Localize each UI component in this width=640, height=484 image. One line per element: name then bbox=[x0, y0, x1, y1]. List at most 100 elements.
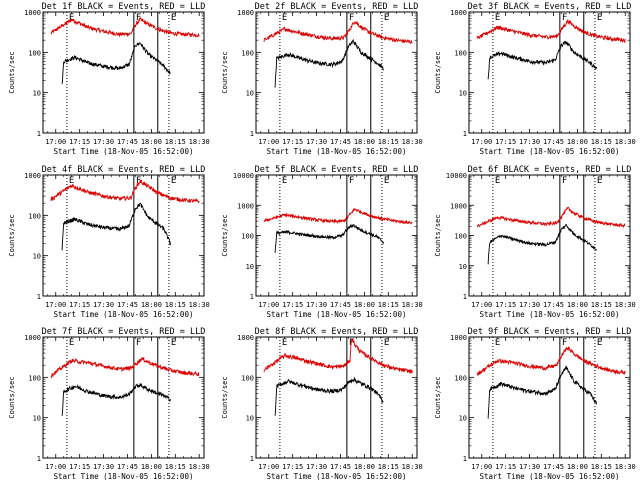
x-tick-label: 17:00 bbox=[258, 301, 279, 309]
x-tick-label: 17:45 bbox=[117, 138, 138, 146]
x-tick-label: 18:30 bbox=[402, 301, 423, 309]
x-tick-label: 18:30 bbox=[189, 301, 210, 309]
y-axis-label: Counts/sec bbox=[434, 214, 442, 256]
time-marker-label: E bbox=[282, 13, 287, 23]
x-tick-label: 18:30 bbox=[402, 138, 423, 146]
y-tick-label: 10 bbox=[459, 263, 467, 271]
time-marker-label: F bbox=[349, 13, 354, 23]
y-tick-label: 10 bbox=[33, 415, 41, 423]
y-tick-label: 1000 bbox=[450, 202, 467, 210]
x-tick-label: 18:30 bbox=[615, 301, 636, 309]
plot-frame bbox=[255, 174, 418, 297]
time-marker-label: E bbox=[384, 338, 389, 348]
x-tick-label: 17:45 bbox=[543, 138, 564, 146]
panel-title: Det 4f BLACK = Events, RED = LLD bbox=[42, 165, 206, 175]
x-tick-label: 17:30 bbox=[93, 301, 114, 309]
x-tick-label: 17:00 bbox=[471, 463, 492, 471]
x-tick-label: 18:30 bbox=[189, 138, 210, 146]
x-tick-label: 17:30 bbox=[519, 301, 540, 309]
detector-panel-1: Det 1f BLACK = Events, RED = LLD Counts/s… bbox=[8, 2, 210, 156]
y-tick-label: 1000 bbox=[450, 334, 467, 342]
x-tick-label: 17:00 bbox=[258, 463, 279, 471]
panel-title: Det 6f BLACK = Events, RED = LLD bbox=[468, 165, 632, 175]
x-tick-label: 17:15 bbox=[69, 301, 90, 309]
lld-rate-series bbox=[263, 207, 413, 225]
time-marker-label: E bbox=[597, 13, 602, 23]
x-tick-label: 18:15 bbox=[165, 463, 186, 471]
panel-title: Det 5f BLACK = Events, RED = LLD bbox=[255, 165, 419, 175]
x-tick-label: 17:15 bbox=[495, 301, 516, 309]
x-tick-label: 18:15 bbox=[378, 463, 399, 471]
lld-rate-series bbox=[263, 338, 413, 374]
time-marker-label: E bbox=[171, 176, 176, 186]
y-axis-label: Counts/sec bbox=[8, 51, 16, 93]
x-tick-label: 18:00 bbox=[567, 463, 588, 471]
time-marker-label: E bbox=[282, 338, 287, 348]
events-rate-series bbox=[61, 383, 171, 416]
y-tick-label: 1000 bbox=[237, 9, 254, 17]
x-tick-label: 18:15 bbox=[165, 301, 186, 309]
lld-rate-series bbox=[476, 346, 626, 376]
detector-panel-4: Det 4f BLACK = Events, RED = LLD Counts/s… bbox=[8, 165, 210, 319]
time-marker-label: F bbox=[562, 338, 567, 348]
y-tick-label: 100 bbox=[28, 212, 41, 220]
time-marker-label: E bbox=[495, 13, 500, 23]
time-marker-label: E bbox=[495, 338, 500, 348]
x-tick-label: 17:45 bbox=[543, 463, 564, 471]
x-tick-label: 17:45 bbox=[330, 138, 351, 146]
time-marker-label: E bbox=[69, 338, 74, 348]
x-tick-label: 17:00 bbox=[471, 301, 492, 309]
y-tick-label: 100 bbox=[28, 374, 41, 382]
y-tick-label: 10 bbox=[246, 415, 254, 423]
time-marker-label: E bbox=[495, 176, 500, 186]
x-axis-label: Start Time (18-Nov-05 16:52:00) bbox=[480, 147, 620, 156]
x-tick-label: 17:30 bbox=[519, 138, 540, 146]
events-rate-series bbox=[487, 364, 597, 419]
y-tick-label: 10000 bbox=[233, 172, 254, 180]
lld-rate-series bbox=[476, 206, 626, 229]
lld-rate-series bbox=[263, 20, 413, 45]
lld-rate-series bbox=[50, 179, 200, 204]
y-tick-label: 1 bbox=[250, 455, 254, 463]
x-tick-label: 18:00 bbox=[141, 138, 162, 146]
events-rate-series bbox=[274, 376, 384, 416]
time-marker-label: E bbox=[597, 338, 602, 348]
y-tick-label: 10 bbox=[33, 90, 41, 98]
plot-frame bbox=[255, 336, 418, 459]
time-marker-label: E bbox=[384, 13, 389, 23]
events-rate-series bbox=[274, 223, 384, 253]
x-tick-label: 17:30 bbox=[93, 138, 114, 146]
x-tick-label: 18:30 bbox=[615, 138, 636, 146]
x-tick-label: 18:00 bbox=[354, 138, 375, 146]
time-marker-label: E bbox=[384, 176, 389, 186]
events-rate-series bbox=[487, 40, 597, 80]
events-rate-series bbox=[274, 38, 384, 88]
x-tick-label: 17:30 bbox=[306, 301, 327, 309]
x-tick-label: 17:15 bbox=[282, 301, 303, 309]
time-marker-label: F bbox=[349, 176, 354, 186]
detector-panel-3: Det 3f BLACK = Events, RED = LLD Counts/s… bbox=[434, 2, 636, 156]
x-tick-label: 18:00 bbox=[141, 463, 162, 471]
y-tick-label: 1 bbox=[250, 130, 254, 138]
y-tick-label: 100 bbox=[241, 233, 254, 241]
x-tick-label: 18:30 bbox=[615, 463, 636, 471]
y-axis-label: Counts/sec bbox=[434, 376, 442, 418]
x-tick-label: 17:00 bbox=[45, 463, 66, 471]
x-tick-label: 17:30 bbox=[519, 463, 540, 471]
panel-title: Det 2f BLACK = Events, RED = LLD bbox=[255, 2, 419, 12]
x-tick-label: 17:15 bbox=[69, 463, 90, 471]
plot-frame bbox=[468, 11, 631, 134]
x-tick-label: 18:00 bbox=[141, 301, 162, 309]
events-rate-series bbox=[487, 224, 597, 265]
x-tick-label: 18:15 bbox=[591, 138, 612, 146]
y-tick-label: 1000 bbox=[450, 9, 467, 17]
y-tick-label: 100 bbox=[454, 49, 467, 57]
x-tick-label: 18:30 bbox=[189, 463, 210, 471]
x-tick-label: 17:45 bbox=[117, 301, 138, 309]
x-tick-label: 18:15 bbox=[378, 138, 399, 146]
x-tick-label: 18:15 bbox=[591, 301, 612, 309]
time-marker-label: F bbox=[562, 176, 567, 186]
time-marker-label: F bbox=[136, 176, 141, 186]
x-tick-label: 18:00 bbox=[567, 138, 588, 146]
